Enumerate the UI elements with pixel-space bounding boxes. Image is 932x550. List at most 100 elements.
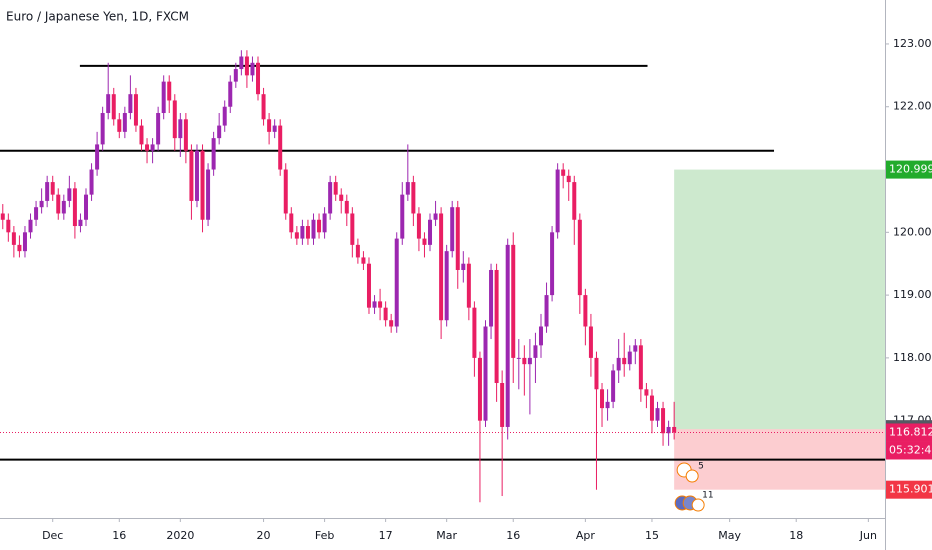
candle-body (394, 238, 399, 327)
candle-body (439, 213, 444, 321)
candle-body (372, 301, 377, 308)
x-tick-label: Jun (859, 529, 877, 542)
candle-body (6, 219, 11, 233)
candle-body (167, 81, 172, 101)
candle-body (239, 56, 244, 70)
candle-body (84, 194, 89, 220)
candle-body (128, 94, 133, 114)
last-price-label-bg (886, 423, 932, 442)
candle-body (194, 150, 199, 201)
candle-body (161, 81, 166, 114)
candle-body (289, 213, 294, 233)
candle-body (305, 226, 310, 239)
candle-body (400, 194, 405, 239)
candle-body (183, 119, 188, 151)
candle-body (283, 169, 288, 214)
candle-body (500, 383, 505, 427)
x-tick-label: Feb (315, 529, 334, 542)
candle-body (150, 144, 155, 151)
candle-body (67, 188, 72, 201)
candle-body (100, 113, 105, 145)
x-tick-label: 16 (112, 529, 126, 542)
candle-body (350, 213, 355, 245)
candle-body (22, 232, 27, 252)
candle-body (278, 125, 283, 170)
candle-body (189, 150, 194, 201)
candle-body (172, 100, 177, 139)
candle-body (444, 251, 449, 321)
x-tick-label: May (718, 529, 741, 542)
candle-body (550, 232, 555, 296)
candle-body (472, 307, 477, 358)
candle-body (244, 56, 249, 76)
candle-body (516, 357, 521, 359)
candle-body (95, 144, 100, 170)
candle-body (544, 295, 549, 327)
candle-body (422, 238, 427, 245)
candle-body (466, 263, 471, 308)
candle-body (627, 351, 632, 365)
candle-body (250, 62, 255, 76)
y-tick-label: 120.000 (893, 225, 932, 238)
candle-body (311, 219, 316, 239)
x-tick-label: 15 (645, 529, 659, 542)
badge-icon (691, 498, 705, 512)
y-tick-label: 123.000 (893, 37, 932, 50)
y-tick-label: 119.000 (893, 288, 932, 301)
candle-body (483, 326, 488, 421)
candle-body (317, 219, 322, 233)
plot-layer (0, 50, 885, 503)
candle-body (11, 232, 16, 245)
candle-body (272, 125, 277, 132)
y-tick-label: 118.000 (893, 351, 932, 364)
candle-body (267, 119, 272, 132)
candle-body (206, 169, 211, 220)
candle-body (339, 194, 344, 201)
x-tick-label: 17 (379, 529, 393, 542)
candle-body (605, 401, 610, 409)
candle-body (555, 169, 560, 233)
candle-body (538, 326, 543, 346)
candle-body (611, 370, 616, 402)
target-label-bg (886, 160, 932, 179)
candle-body (89, 169, 94, 195)
x-tick-label: Apr (576, 529, 596, 542)
candle-body (145, 144, 150, 151)
target-label: 120.999 (889, 163, 932, 176)
candle-body (261, 94, 266, 120)
badge-count: 5 (698, 462, 704, 472)
candle-body (594, 357, 599, 390)
candle-body (328, 182, 333, 214)
candle-body (133, 94, 138, 126)
candle-body (494, 269, 499, 384)
candle-body (39, 200, 44, 208)
candle-body (111, 94, 116, 120)
candle-body (217, 125, 222, 139)
candle-body (566, 175, 571, 183)
last-price-label: 116.812 (889, 425, 932, 438)
candle-body (389, 320, 394, 327)
candle-body (122, 113, 127, 132)
candle-body (28, 219, 33, 233)
candle-body (644, 389, 649, 396)
countdown: 05:32:49 (889, 443, 932, 456)
candle-body (522, 357, 527, 365)
candle-body (666, 426, 671, 434)
candle-body (600, 389, 605, 409)
candle-body (233, 69, 238, 82)
x-tick-label: Dec (42, 529, 63, 542)
candle-body (505, 244, 510, 427)
x-tick-label: 18 (789, 529, 803, 542)
candle-body (78, 219, 83, 227)
candle-body (178, 119, 183, 139)
x-tick-label: 20 (257, 529, 271, 542)
candle-body (428, 219, 433, 245)
candle-body (200, 150, 205, 220)
candle-body (0, 213, 5, 220)
candle-body (211, 138, 216, 170)
candle-body (294, 232, 299, 239)
candle-body (383, 307, 388, 321)
candle-body (17, 244, 22, 252)
candle-body (322, 213, 327, 233)
